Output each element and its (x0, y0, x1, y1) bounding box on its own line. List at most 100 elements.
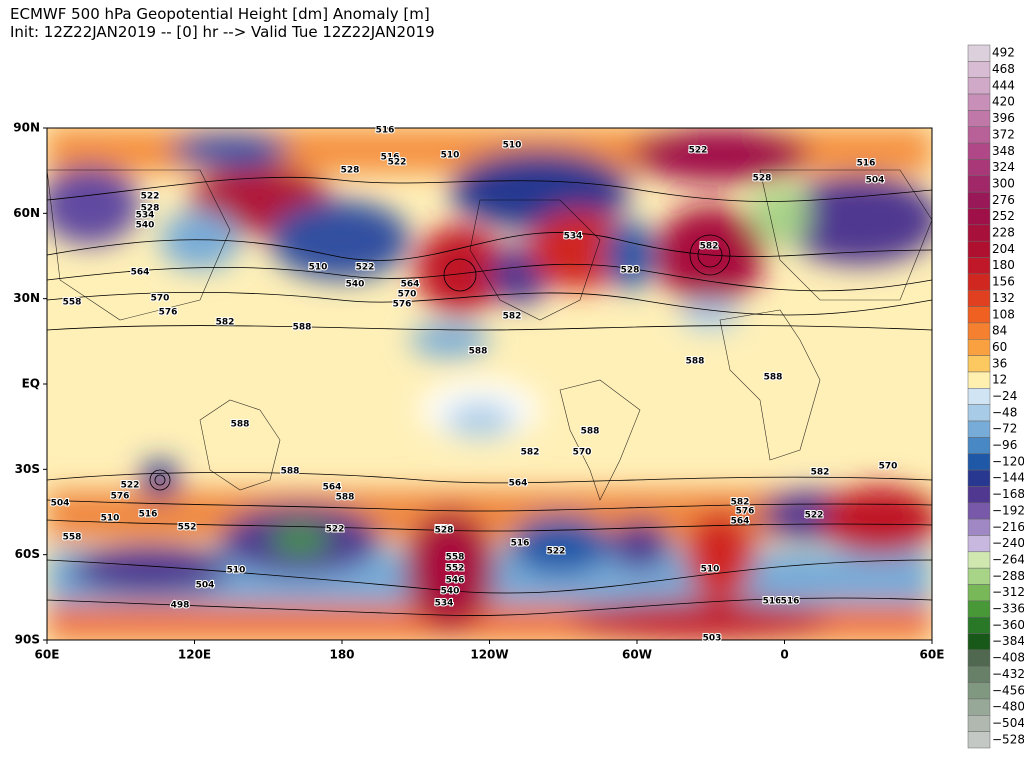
contour-label: 516 (781, 597, 800, 607)
contour-label: 510 (101, 514, 120, 524)
contour-label: 516 (763, 597, 782, 607)
colorbar-label: 252 (992, 209, 1015, 223)
contour-label: 588 (231, 420, 250, 430)
colorbar-label: 324 (992, 160, 1015, 174)
contour-label: 558 (446, 553, 465, 563)
colorbar-swatch (967, 93, 991, 111)
lat-label: 30N (13, 291, 40, 305)
colorbar-label: 276 (992, 193, 1015, 207)
contour-label: 564 (131, 268, 150, 278)
colorbar-label: −48 (992, 405, 1017, 419)
colorbar-swatch (967, 126, 991, 144)
colorbar-swatch (967, 142, 991, 160)
colorbar-label: 132 (992, 291, 1015, 305)
colorbar-swatch (967, 502, 991, 520)
colorbar-label: 156 (992, 275, 1015, 289)
contour-label: 588 (336, 493, 355, 503)
contour-label: 504 (51, 499, 70, 509)
contour-label: 540 (346, 280, 365, 290)
contour-label: 534 (435, 599, 454, 609)
colorbar-label: 36 (992, 356, 1007, 370)
contour-label: 582 (731, 498, 750, 508)
colorbar-swatch (967, 306, 991, 324)
contour-label: 503 (703, 634, 722, 644)
contour-label: 510 (503, 141, 522, 151)
contour-label: 588 (281, 467, 300, 477)
colorbar-swatch (967, 257, 991, 275)
colorbar-label: −336 (992, 602, 1024, 616)
contour-label: 546 (446, 576, 465, 586)
lon-label: 60E (920, 648, 945, 662)
colorbar-swatch (967, 420, 991, 438)
contour-label: 588 (293, 323, 312, 333)
colorbar-label: 180 (992, 258, 1015, 272)
lon-label: 60W (622, 648, 652, 662)
colorbar-swatch (967, 191, 991, 209)
contour-label: 528 (621, 266, 640, 276)
contour-label: 582 (503, 312, 522, 322)
colorbar-label: 468 (992, 62, 1015, 76)
contour-label: 528 (141, 204, 160, 214)
colorbar-label: 444 (992, 78, 1015, 92)
contour-label: 558 (63, 533, 82, 543)
colorbar-label: −72 (992, 422, 1017, 436)
colorbar-swatch (967, 518, 991, 536)
contour-label: 522 (805, 511, 824, 521)
contour-label: 582 (521, 448, 540, 458)
colorbar-label: 12 (992, 373, 1007, 387)
contour-label: 552 (446, 564, 465, 574)
colorbar-label: −432 (992, 667, 1024, 681)
colorbar-swatch (967, 698, 991, 716)
contour-label: 582 (216, 318, 235, 328)
colorbar-swatch (967, 371, 991, 389)
colorbar-label: 396 (992, 111, 1015, 125)
colorbar-label: −312 (992, 585, 1024, 599)
contour-label: 510 (309, 263, 328, 273)
colorbar-swatch (967, 208, 991, 226)
contour-label: 540 (441, 587, 460, 597)
colorbar-swatch (967, 224, 991, 242)
contour-label: 528 (753, 174, 772, 184)
colorbar-swatch (967, 437, 991, 454)
colorbar-swatch (967, 404, 991, 422)
colorbar-swatch (967, 44, 991, 62)
contour-label: 516 (511, 539, 530, 549)
colorbar-label: 84 (992, 324, 1007, 338)
colorbar-label: −360 (992, 618, 1024, 632)
colorbar-swatch (967, 600, 991, 618)
colorbar-label: 348 (992, 144, 1015, 158)
contour-label: 534 (136, 211, 155, 221)
colorbar-label: −408 (992, 651, 1024, 665)
contour-label: 516 (857, 159, 876, 169)
contour-label: 522 (141, 192, 160, 202)
contour-label: 528 (341, 166, 360, 176)
contour-label: 522 (326, 525, 345, 535)
lon-label: 120E (178, 648, 211, 662)
colorbar-swatch (967, 486, 991, 504)
colorbar-label: −288 (992, 569, 1024, 583)
contour-label: 582 (700, 242, 719, 252)
contour-label: 576 (393, 300, 412, 310)
contour-label: 552 (178, 523, 197, 533)
colorbar-label: −24 (992, 389, 1017, 403)
colorbar-swatch (967, 682, 991, 700)
colorbar-swatch (967, 355, 991, 373)
contour-label: 564 (509, 479, 528, 489)
colorbar-label: −144 (992, 471, 1024, 485)
contour-label: 522 (689, 146, 708, 156)
contour-label: 570 (398, 290, 417, 300)
colorbar-swatch (967, 567, 991, 585)
contour-label: 522 (121, 481, 140, 491)
colorbar-swatch (967, 273, 991, 291)
contour-label: 516 (381, 153, 400, 163)
colorbar-label: 300 (992, 176, 1015, 190)
contour-label: 528 (435, 526, 454, 536)
colorbar-swatch (967, 535, 991, 553)
contour-label: 510 (441, 151, 460, 161)
contour-label: 504 (866, 176, 885, 186)
lat-label: 60N (13, 206, 40, 220)
colorbar-label: −168 (992, 487, 1024, 501)
lon-label: 180 (329, 648, 354, 662)
colorbar-label: −192 (992, 503, 1024, 517)
